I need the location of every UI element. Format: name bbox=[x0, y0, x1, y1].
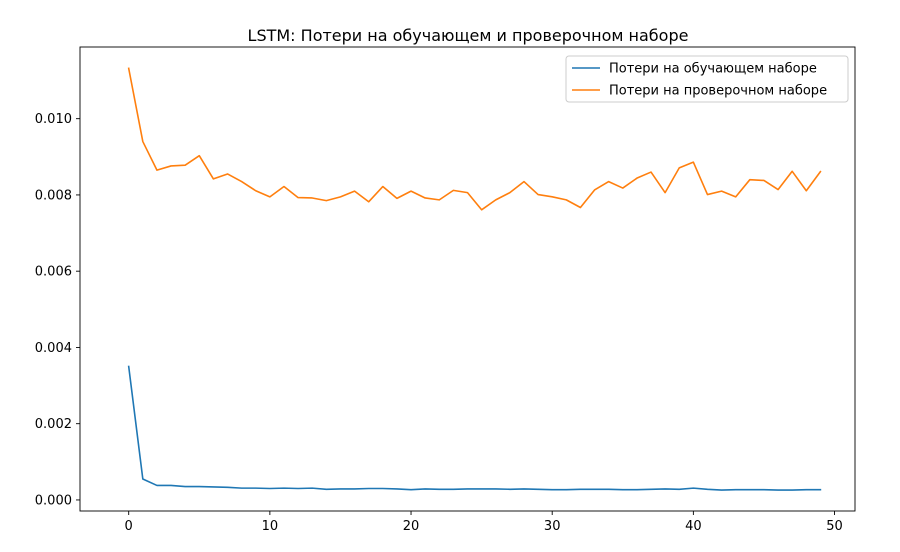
x-tick-label: 50 bbox=[826, 519, 843, 534]
y-tick-label: 0.010 bbox=[35, 112, 72, 127]
x-tick-label: 20 bbox=[403, 519, 420, 534]
x-tick-label: 30 bbox=[544, 519, 561, 534]
legend-box bbox=[565, 55, 849, 103]
x-tick-label: 10 bbox=[262, 519, 279, 534]
x-tick-label: 40 bbox=[685, 519, 702, 534]
y-tick-label: 0.006 bbox=[35, 265, 72, 280]
y-tick-label: 0.004 bbox=[35, 341, 72, 356]
legend-label-2: Потери на проверочном наборе bbox=[609, 84, 827, 99]
x-tick-label: 0 bbox=[125, 519, 133, 534]
plot-area: 0 10 20 30 40 50 0.000 0.002 0.004 0.006 0.008 0.01… bbox=[35, 46, 856, 534]
axes-frame bbox=[79, 46, 856, 512]
series-line-2 bbox=[127, 67, 822, 211]
legend: Потери на обучающем наборе Потери на пров… bbox=[565, 55, 849, 103]
y-tick-label: 0.000 bbox=[35, 493, 72, 508]
y-tick-label: 0.002 bbox=[35, 417, 72, 432]
series-line-1 bbox=[127, 365, 822, 491]
chart-title: LSTM: Потери на обучающем и проверочном … bbox=[248, 26, 689, 45]
legend-label-1: Потери на обучающем наборе bbox=[609, 62, 817, 77]
y-tick-label: 0.008 bbox=[35, 188, 72, 203]
